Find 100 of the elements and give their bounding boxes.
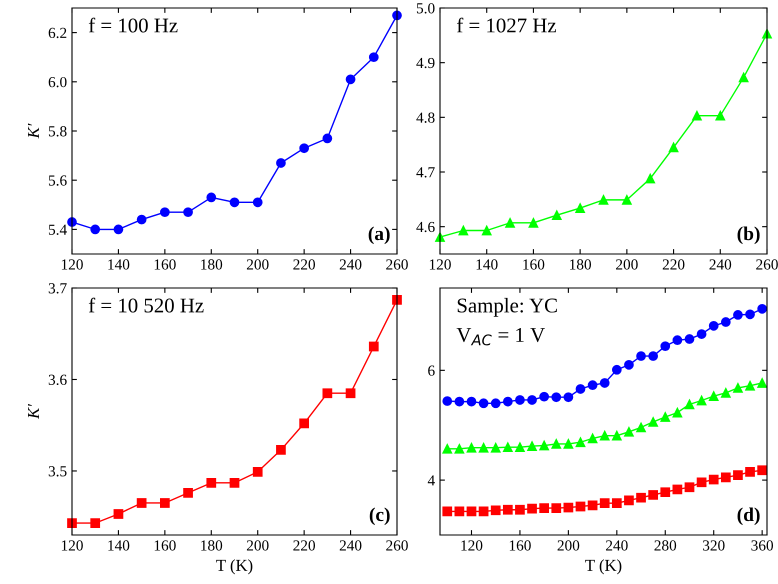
x-tick-label: 240: [710, 259, 732, 270]
point: [276, 158, 286, 168]
annotation: f = 10 520 Hz: [88, 298, 204, 313]
point: [490, 505, 501, 516]
point: [299, 418, 310, 428]
point: [454, 506, 464, 516]
point: [720, 317, 731, 327]
point: [527, 441, 537, 451]
x-tick-label: 260: [756, 259, 778, 270]
point: [575, 203, 586, 213]
x-tick-label: 120: [461, 540, 482, 551]
point: [757, 304, 768, 314]
y-axis-title: K′: [28, 123, 39, 139]
y-tick-label: 4.7: [416, 167, 435, 178]
point: [466, 506, 476, 516]
point: [715, 110, 726, 121]
point: [346, 388, 356, 398]
point: [252, 467, 263, 477]
point: [672, 408, 682, 418]
point: [478, 442, 488, 453]
x-tick-label: 140: [476, 259, 498, 270]
point: [490, 442, 501, 453]
point: [490, 398, 501, 408]
point: [230, 197, 240, 208]
point: [733, 383, 743, 393]
point: [206, 192, 216, 202]
point: [692, 110, 702, 121]
x-tick-label: 240: [340, 259, 362, 270]
point: [442, 396, 452, 406]
point: [696, 396, 706, 406]
point: [648, 351, 658, 361]
y-tick-label: 4: [428, 475, 435, 486]
point: [684, 334, 694, 344]
point: [645, 174, 656, 184]
point: [733, 310, 743, 320]
annotation: f = 1027 Hz: [456, 18, 556, 32]
annotation: (b): [738, 226, 760, 244]
point: [478, 398, 488, 408]
point: [684, 400, 694, 410]
point: [564, 439, 574, 449]
point: [733, 470, 743, 480]
point: [720, 388, 731, 398]
point: [622, 195, 632, 205]
point: [502, 442, 513, 452]
y-axis-title: K′: [28, 404, 39, 420]
point: [624, 426, 634, 437]
point: [539, 392, 550, 402]
point: [539, 440, 550, 450]
point: [720, 472, 731, 482]
x-tick-label: 140: [108, 259, 130, 270]
x-tick-label: 280: [654, 540, 676, 551]
point: [136, 214, 147, 224]
y-tick-label: 3.5: [48, 466, 67, 476]
point: [114, 509, 124, 519]
point: [160, 498, 170, 508]
y-tick-label: 6: [428, 366, 435, 376]
point: [600, 498, 610, 508]
point: [551, 439, 562, 449]
x-tick-label: 220: [293, 540, 316, 551]
annotation: f = 100 Hz: [88, 18, 178, 32]
point: [322, 388, 332, 398]
point: [648, 490, 658, 500]
point: [515, 504, 525, 515]
point: [206, 478, 216, 488]
x-tick-label: 240: [606, 540, 628, 551]
point: [551, 503, 562, 513]
x-tick-label: 160: [154, 540, 176, 551]
annotation: Sample: YC: [458, 298, 557, 317]
x-tick-label: 180: [201, 259, 222, 270]
point: [346, 74, 356, 84]
point: [600, 430, 610, 441]
annotation: (a): [368, 226, 390, 244]
point: [576, 384, 586, 394]
point: [136, 498, 147, 508]
point: [454, 396, 464, 406]
point: [588, 380, 598, 390]
point: [482, 226, 492, 236]
point: [660, 341, 670, 352]
point: [183, 488, 193, 498]
point: [564, 392, 574, 402]
point: [588, 500, 598, 510]
point: [368, 342, 379, 352]
point: [160, 207, 170, 218]
x-tick-label: 200: [558, 540, 580, 551]
y-tick-label: 5.0: [416, 3, 435, 14]
point: [392, 295, 402, 305]
point: [612, 364, 622, 375]
point: [183, 207, 193, 218]
point: [757, 465, 768, 476]
x-tick-label: 180: [201, 540, 222, 551]
point: [502, 504, 513, 515]
point: [505, 218, 515, 228]
x-tick-label: 200: [246, 259, 269, 270]
x-tick-label: 200: [616, 259, 638, 270]
x-tick-label: 260: [386, 259, 408, 270]
point: [527, 504, 537, 514]
point: [738, 72, 749, 82]
point: [598, 195, 608, 205]
point: [90, 518, 100, 528]
x-tick-label: 220: [662, 259, 684, 270]
